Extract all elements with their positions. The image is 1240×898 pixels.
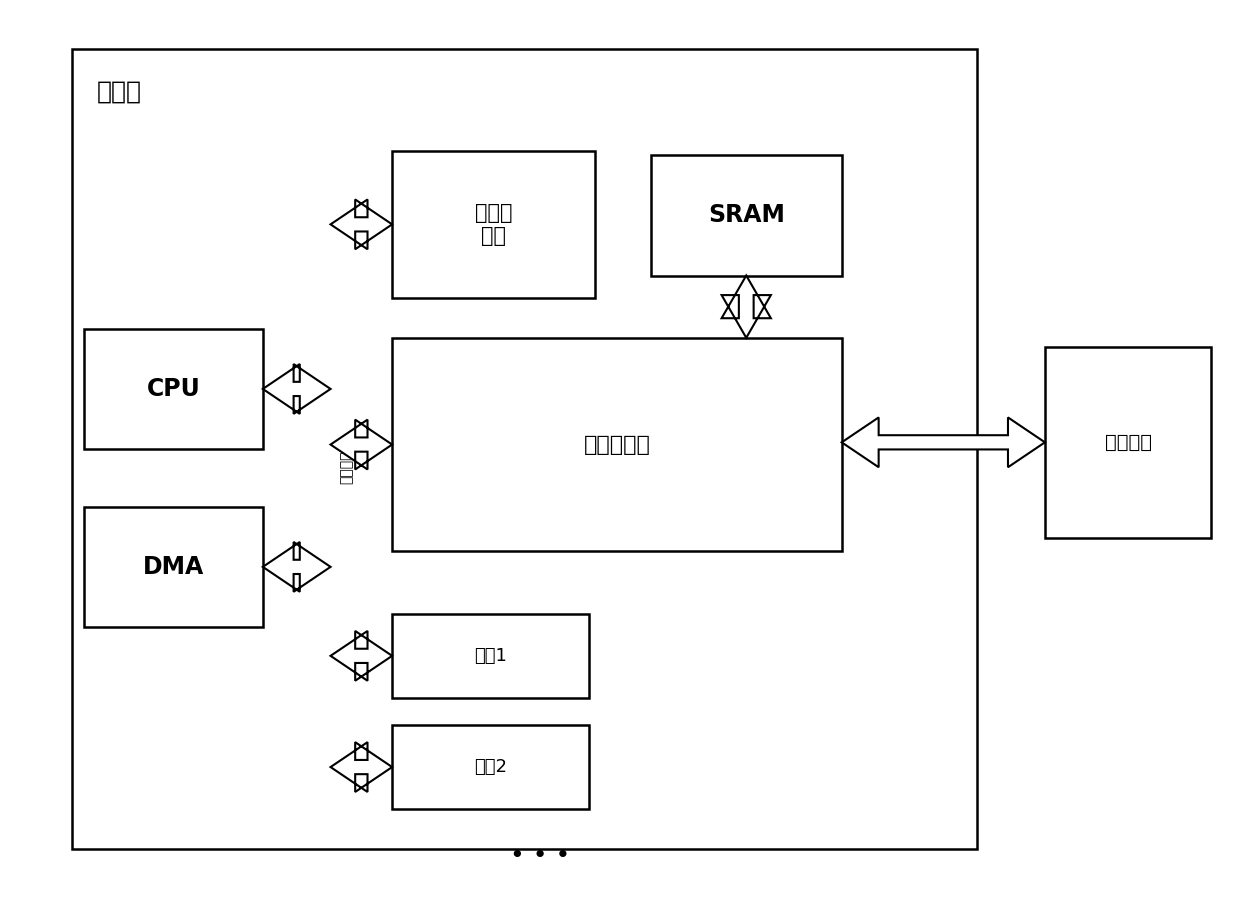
Polygon shape [263,364,331,414]
Bar [1045,347,1211,538]
Text: 主芯片: 主芯片 [97,80,141,104]
Bar [392,338,842,551]
Bar [651,155,842,276]
Text: • • •: • • • [510,844,570,868]
Bar [392,613,589,698]
Text: 设备1: 设备1 [474,647,507,665]
Polygon shape [842,418,1045,467]
Text: CPU: CPU [146,377,201,401]
Bar [84,506,263,627]
Text: 闪存控制器: 闪存控制器 [584,435,650,454]
Text: 系统总线: 系统总线 [340,450,353,483]
Polygon shape [722,276,771,338]
Polygon shape [331,419,392,470]
Text: DMA: DMA [143,555,205,579]
Polygon shape [331,742,392,792]
Text: 闪存芯片: 闪存芯片 [1105,433,1152,452]
Text: SRAM: SRAM [708,204,785,227]
Bar [392,725,589,809]
Polygon shape [331,199,392,250]
Polygon shape [263,542,331,592]
Text: 内存控
制器: 内存控 制器 [475,203,512,246]
Bar [84,329,263,449]
Text: 设备2: 设备2 [474,758,507,776]
Bar [392,151,595,298]
Polygon shape [331,631,392,681]
Bar [72,48,977,850]
